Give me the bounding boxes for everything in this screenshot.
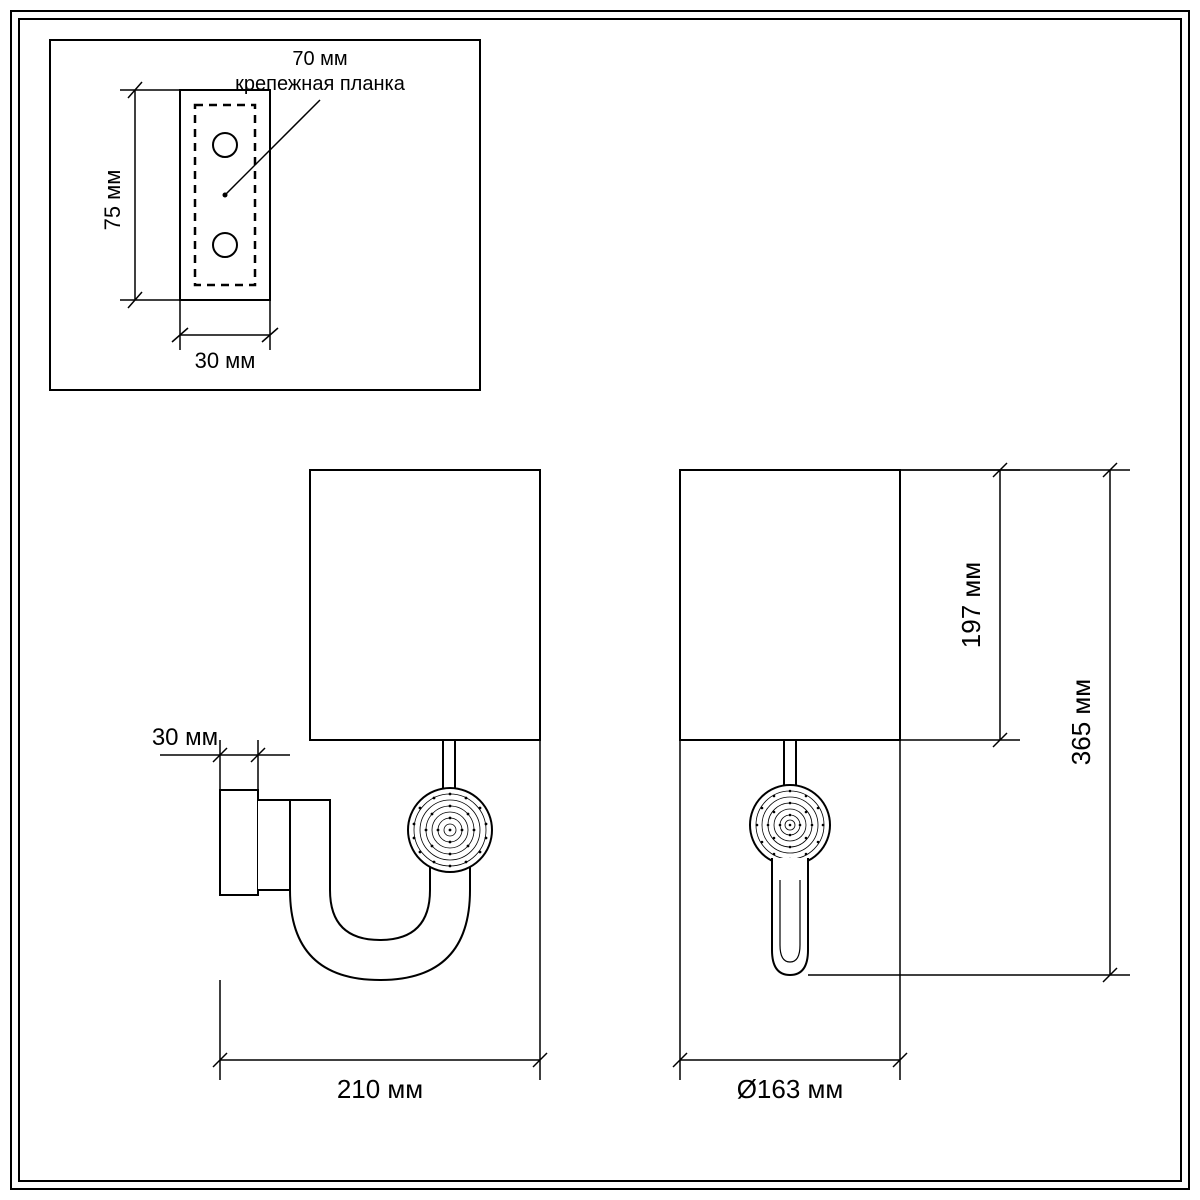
front-diameter-label: Ø163 мм — [737, 1074, 844, 1104]
inner-frame: 70 мм крепежная планка 75 мм 30 мм — [18, 18, 1182, 1182]
inset-panel: 70 мм крепежная планка 75 мм 30 мм — [50, 40, 480, 390]
inset-width-label: 30 мм — [195, 348, 256, 373]
side-mount-label: 30 мм — [152, 724, 218, 751]
inset-top-label: 70 мм — [292, 48, 347, 70]
front-view: Ø163 мм 197 мм 365 мм — [673, 463, 1130, 1104]
outer-frame: 70 мм крепежная планка 75 мм 30 мм — [10, 10, 1190, 1190]
side-width-label: 210 мм — [337, 1074, 423, 1104]
total-height-label: 365 мм — [1066, 679, 1096, 765]
front-ball — [750, 785, 830, 865]
side-view: 30 мм 210 мм — [152, 470, 547, 1104]
side-ball — [408, 788, 492, 872]
shade-height-label: 197 мм — [956, 562, 986, 648]
inset-sub-label: крепежная планка — [235, 73, 406, 95]
diagram-svg: 70 мм крепежная планка 75 мм 30 мм — [20, 20, 1180, 1180]
inset-height-label: 75 мм — [100, 170, 125, 231]
